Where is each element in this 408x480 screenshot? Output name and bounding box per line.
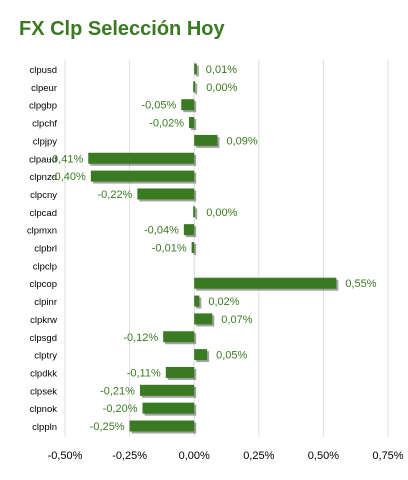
category-label: clpnok [30,404,58,415]
bar [90,170,195,182]
bar [194,349,208,361]
x-tick-label: 0,75% [372,450,403,462]
data-label: 0,05% [216,350,247,362]
category-label: clpeur [31,83,57,94]
category-label: clpjpy [33,136,58,147]
data-label: -0,40% [51,171,86,183]
data-label: -0,05% [141,100,176,112]
data-label: 0,02% [208,296,239,308]
bar [163,331,195,343]
bar [129,420,195,432]
category-label: clpcad [30,208,57,219]
x-tick-label: -0,25% [112,450,147,462]
bar [181,99,195,111]
labels-layer: -0,50% -0,25% 0,00% 0,25% 0,50% 0,75% clpusd 0,… [27,64,404,462]
bar [137,188,195,200]
data-label: 0,55% [345,278,376,290]
bar [165,366,195,378]
bar-shadow [193,244,197,255]
bar [193,81,196,93]
chart-title: FX Clp Selección Hoy [19,18,225,40]
category-label: clpnzd [30,172,57,183]
bar [191,242,195,253]
bar [194,63,197,75]
category-label: clpchf [32,119,57,130]
category-label: clpcny [30,190,57,201]
data-label: 0,00% [206,207,237,219]
category-label: clppln [32,422,57,433]
bar [194,277,337,289]
bar-shadow [196,65,199,77]
bar [183,224,195,236]
data-label: -0,22% [97,189,132,201]
bar [193,206,196,218]
bar-shadow [195,208,198,220]
category-label: clpcop [30,279,57,290]
bar [194,313,213,325]
data-label: 0,07% [221,314,252,326]
grid-layer [64,60,389,437]
x-tick-label: 0,00% [179,450,210,462]
data-label: -0,12% [123,332,158,344]
category-label: clpdkk [30,368,57,379]
bar [139,384,195,396]
data-label: 0,09% [226,135,257,147]
bar [194,134,218,146]
data-label: -0,25% [90,421,125,433]
category-label: clptry [34,351,57,362]
category-label: clpgbp [29,101,57,112]
category-label: clpusd [30,65,57,76]
category-label: clpsgd [30,333,57,344]
category-label: clpsek [30,386,57,397]
bars-layer [88,63,339,434]
bar [142,402,195,414]
bar [194,295,200,307]
category-label: clpclp [33,261,57,272]
x-tick-label: 0,25% [243,450,274,462]
data-label: -0,04% [144,225,179,237]
bar [88,152,195,164]
category-label: clpbrl [34,244,57,255]
category-label: clpmxn [27,226,57,237]
data-label: 0,01% [206,64,237,76]
data-label: 0,00% [206,82,237,94]
data-label: -0,21% [100,385,135,397]
x-tick-label: -0,50% [48,450,83,462]
category-label: clpinr [34,297,57,308]
x-tick-label: 0,50% [308,450,339,462]
data-label: -0,41% [48,153,83,165]
category-label: clpaud [29,154,57,165]
data-label: -0,01% [152,243,187,255]
category-label: clpkrw [30,315,57,326]
data-label: -0,02% [149,118,184,130]
bar [189,117,195,129]
data-label: -0,11% [127,367,161,379]
bar-shadow [195,83,198,95]
data-label: -0,20% [103,403,138,415]
